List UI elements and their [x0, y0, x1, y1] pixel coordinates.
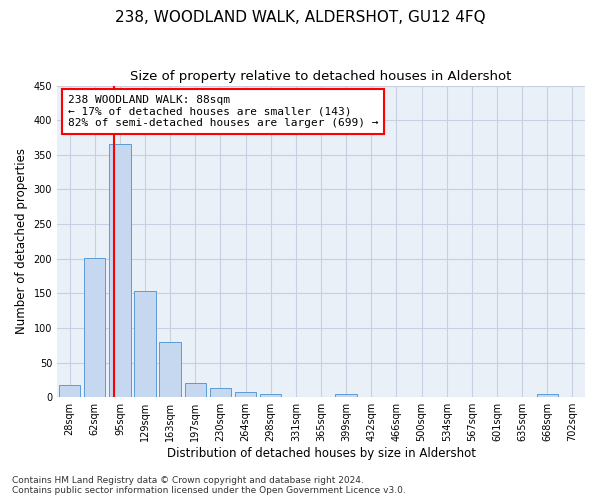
Bar	[160, 342, 181, 397]
Bar	[84, 258, 106, 397]
Title: Size of property relative to detached houses in Aldershot: Size of property relative to detached ho…	[130, 70, 512, 83]
Bar	[134, 290, 156, 397]
Bar	[109, 144, 131, 397]
Bar	[59, 386, 80, 397]
Bar	[536, 394, 558, 397]
Bar	[335, 394, 357, 397]
X-axis label: Distribution of detached houses by size in Aldershot: Distribution of detached houses by size …	[167, 447, 476, 460]
Text: 238 WOODLAND WALK: 88sqm
← 17% of detached houses are smaller (143)
82% of semi-: 238 WOODLAND WALK: 88sqm ← 17% of detach…	[68, 95, 378, 128]
Bar	[185, 382, 206, 397]
Text: Contains HM Land Registry data © Crown copyright and database right 2024.
Contai: Contains HM Land Registry data © Crown c…	[12, 476, 406, 495]
Bar	[235, 392, 256, 397]
Text: 238, WOODLAND WALK, ALDERSHOT, GU12 4FQ: 238, WOODLAND WALK, ALDERSHOT, GU12 4FQ	[115, 10, 485, 25]
Bar	[260, 394, 281, 397]
Y-axis label: Number of detached properties: Number of detached properties	[15, 148, 28, 334]
Bar	[210, 388, 231, 397]
